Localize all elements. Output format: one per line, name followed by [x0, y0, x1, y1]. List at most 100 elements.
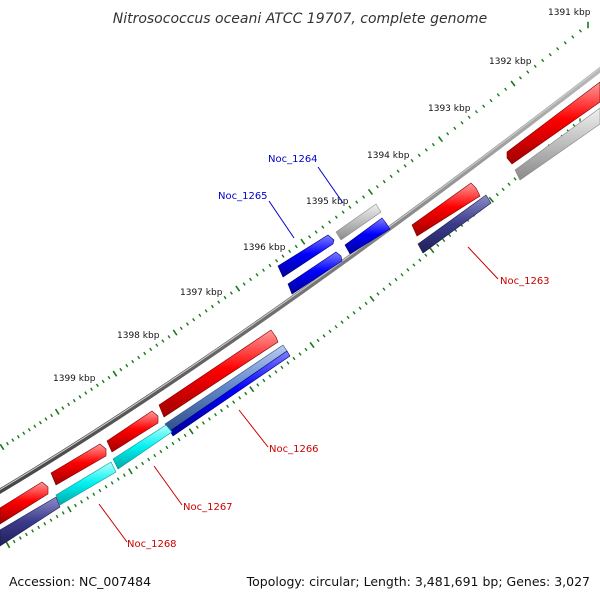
- ruler-upper-tick: [446, 132, 450, 136]
- ruler-lower-tick: [507, 182, 511, 186]
- ruler-lower-tick: [135, 465, 138, 470]
- ruler-dots-upper: [0, 21, 589, 451]
- ruler-lower-tick: [98, 488, 102, 493]
- ruler-dots-lower: [5, 118, 581, 549]
- ruler-upper-tick: [204, 309, 208, 313]
- ruler-upper-tick: [229, 291, 233, 295]
- ruler-upper-tick: [482, 104, 486, 108]
- ruler-lower-tick: [280, 365, 284, 370]
- ruler-lower-tick: [147, 457, 151, 462]
- ruler-upper-tick: [107, 375, 111, 380]
- feature-noc-1263[interactable]: [411, 182, 481, 237]
- feature-blue-1266[interactable]: [169, 350, 291, 437]
- feature-blue-inner-1265[interactable]: [287, 251, 343, 295]
- gene-label-noc-1268[interactable]: Noc_1268: [127, 539, 177, 550]
- ruler-upper-tick: [578, 29, 582, 33]
- feature-grey-far-right[interactable]: [514, 107, 600, 181]
- feature-cyan-rna[interactable]: [55, 424, 173, 506]
- ruler-lower-tick: [429, 247, 435, 254]
- ruler-lower-tick: [274, 370, 278, 374]
- ruler-upper-tick: [61, 406, 65, 410]
- feature-noc-1267[interactable]: [106, 410, 159, 453]
- ruler-lower-tick: [262, 378, 266, 383]
- ruler-upper-tick: [518, 76, 522, 80]
- gene-label-noc-1267[interactable]: Noc_1267: [183, 502, 233, 513]
- ruler-lower-tick: [388, 282, 392, 287]
- feature-steel-1266[interactable]: [164, 344, 288, 432]
- ruler-lower-tick: [55, 514, 59, 519]
- ruler-upper-tick: [16, 435, 20, 439]
- ruler-upper-tick: [149, 347, 153, 352]
- ruler-upper-tick: [510, 80, 516, 87]
- ruler-upper-tick: [54, 408, 60, 415]
- feature-grey-outer[interactable]: [335, 203, 382, 241]
- ruler-lower-tick: [412, 263, 416, 267]
- ruler-upper-tick: [235, 285, 241, 292]
- ruler-upper-tick: [375, 185, 379, 189]
- tick-label-1399: 1399 kbp: [53, 374, 96, 384]
- ruler-lower-tick: [226, 404, 230, 408]
- ruler-lower-tick: [249, 386, 255, 393]
- ruler-lower-tick: [43, 522, 47, 526]
- ruler-upper-tick: [321, 225, 325, 229]
- tick-label-1398: 1398 kbp: [117, 331, 160, 341]
- gene-label-noc-1263[interactable]: Noc_1263: [500, 276, 550, 287]
- gene-label-noc-1265[interactable]: Noc_1265: [218, 191, 268, 202]
- ruler-upper-tick: [431, 142, 435, 147]
- ruler-upper-tick: [143, 351, 147, 356]
- ruler-lower-tick: [177, 437, 181, 442]
- gene-label-noc-1266[interactable]: Noc_1266: [269, 444, 319, 455]
- feature-noc-1266[interactable]: [158, 329, 279, 418]
- ruler-upper-tick: [467, 115, 471, 119]
- ruler-upper-tick: [125, 363, 129, 368]
- feature-navy-1263[interactable]: [417, 194, 492, 254]
- ruler-lower-tick: [268, 374, 272, 378]
- tick-label-1394: 1394 kbp: [367, 151, 410, 161]
- ruler-lower-tick: [165, 445, 169, 450]
- feature-noc-1265[interactable]: [277, 234, 335, 278]
- ruler-upper-tick: [131, 359, 135, 364]
- ruler-lower-tick: [418, 258, 422, 262]
- ruler-upper-tick: [255, 273, 259, 277]
- ruler-lower-tick: [188, 428, 194, 435]
- ruler-lower-tick: [220, 408, 223, 413]
- ruler-upper-tick: [137, 355, 141, 360]
- ruler-lower-tick: [80, 500, 83, 504]
- ruler-upper-tick: [119, 367, 123, 372]
- ruler-upper-tick: [6, 441, 9, 446]
- ruler-lower-tick: [5, 541, 11, 549]
- ruler-upper-tick: [504, 87, 508, 91]
- feature-noc-1268[interactable]: [50, 443, 107, 486]
- feature-red-bottom-left[interactable]: [0, 481, 49, 525]
- ruler-upper-tick: [355, 200, 359, 204]
- ruler-lower-tick: [159, 449, 163, 454]
- ruler-lower-tick: [304, 347, 308, 352]
- ruler-lower-tick: [376, 292, 380, 296]
- ruler-upper-tick: [526, 70, 530, 74]
- feature-red-far-right[interactable]: [506, 81, 600, 165]
- ruler-lower-tick: [364, 301, 368, 306]
- ruler-lower-tick: [256, 383, 260, 387]
- ruler-upper-tick: [27, 428, 31, 432]
- feature-noc-1264[interactable]: [344, 217, 391, 255]
- ruler-lower-tick: [286, 361, 290, 365]
- ruler-lower-tick: [298, 352, 302, 356]
- ruler-lower-tick: [513, 177, 517, 181]
- feature-navy-bottom-left[interactable]: [0, 496, 61, 547]
- ruler-lower-tick: [128, 468, 133, 475]
- ruler-upper-tick: [314, 230, 318, 234]
- ruler-upper-tick: [410, 158, 414, 163]
- ruler-upper-tick: [403, 164, 407, 168]
- genome-backbone-highlight: [0, 67, 600, 491]
- ruler-lower-tick: [207, 417, 211, 421]
- ruler-upper-tick: [288, 249, 292, 254]
- ruler-lower-tick: [316, 338, 320, 343]
- ruler-lower-tick: [382, 287, 386, 291]
- ruler-upper-tick: [460, 121, 464, 125]
- ruler-lower-tick: [358, 306, 362, 310]
- ruler-lower-tick: [501, 187, 505, 192]
- ruler-lower-tick: [322, 334, 326, 338]
- ruler-upper-tick: [556, 47, 560, 51]
- gene-label-noc-1264[interactable]: Noc_1264: [268, 154, 318, 165]
